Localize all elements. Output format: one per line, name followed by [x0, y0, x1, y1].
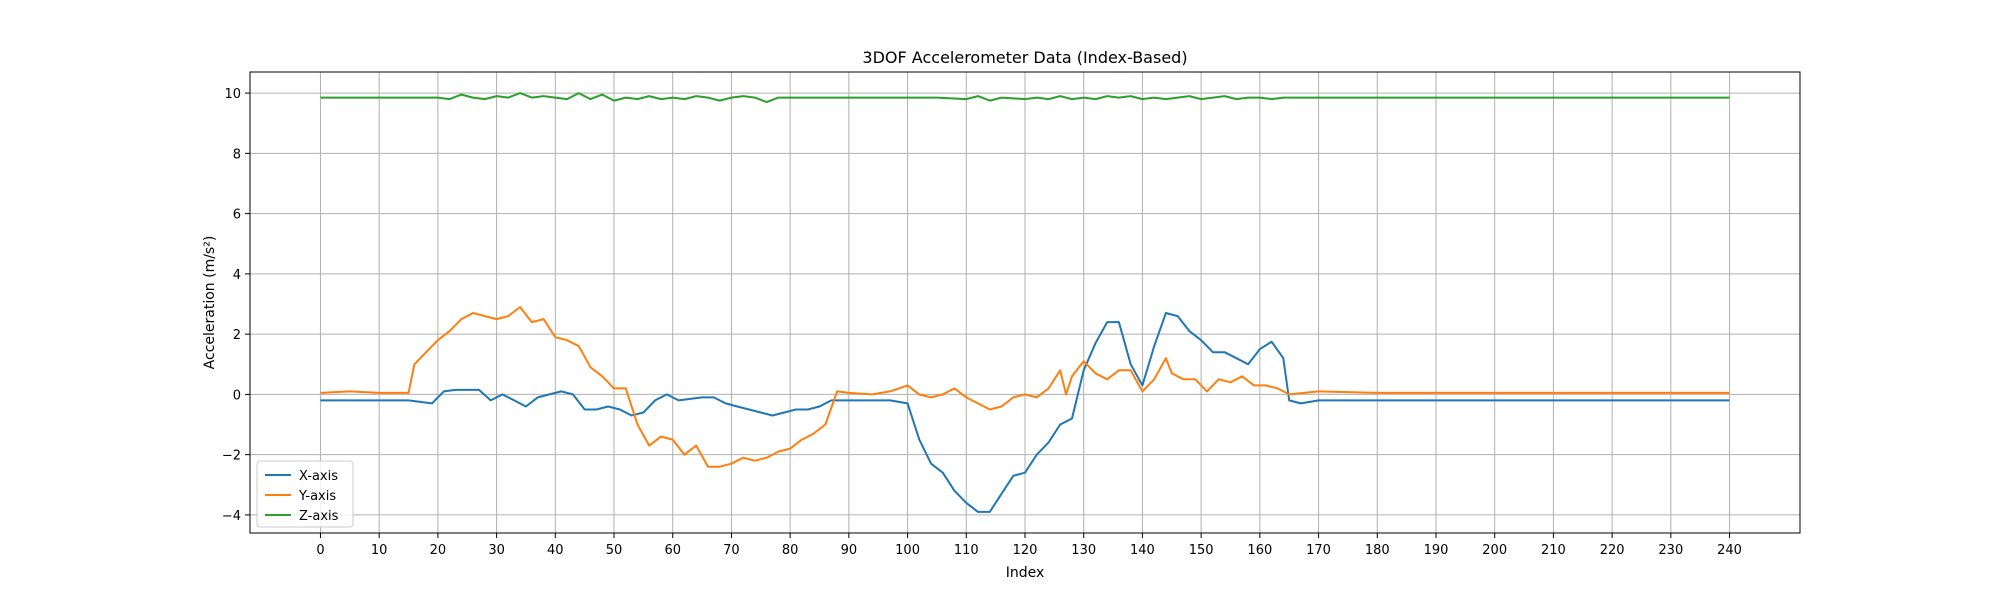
grid-layer — [250, 72, 1800, 533]
y-tick-label: −2 — [222, 449, 241, 464]
y-tick-label: 4 — [233, 268, 241, 283]
x-tick-label: 190 — [1424, 543, 1449, 558]
x-tick-label: 10 — [371, 543, 388, 558]
x-tick-label: 60 — [664, 543, 681, 558]
x-tick-label: 20 — [430, 543, 447, 558]
x-tick-label: 100 — [895, 543, 920, 558]
x-tick-label: 90 — [841, 543, 858, 558]
x-tick-label: 80 — [782, 543, 799, 558]
y-tick-label: −4 — [222, 509, 241, 524]
x-tick-label: 40 — [547, 543, 564, 558]
y-tick-label: 0 — [233, 388, 241, 403]
chart-title: 3DOF Accelerometer Data (Index-Based) — [862, 48, 1187, 67]
x-tick-label: 170 — [1306, 543, 1331, 558]
legend-entry: Z-axis — [299, 509, 339, 524]
x-tick-label: 120 — [1013, 543, 1038, 558]
x-tick-label: 210 — [1541, 543, 1566, 558]
legend-entry: X-axis — [299, 469, 338, 484]
y-tick-label: 6 — [233, 208, 241, 223]
y-tick-label: 2 — [233, 328, 241, 343]
x-tick-label: 110 — [954, 543, 979, 558]
x-tick-label: 70 — [723, 543, 740, 558]
x-tick-label: 220 — [1600, 543, 1625, 558]
x-tick-label: 240 — [1717, 543, 1742, 558]
x-tick-label: 180 — [1365, 543, 1390, 558]
x-tick-label: 50 — [606, 543, 623, 558]
x-tick-label: 0 — [316, 543, 324, 558]
tick-layer: 0 10 20 30 40 50 60 70 80 90 100 110 120 130 140 150 160… — [222, 87, 1742, 558]
x-tick-label: 130 — [1071, 543, 1096, 558]
series-layer — [320, 92, 1730, 513]
x-tick-label: 150 — [1189, 543, 1214, 558]
series-line-z-axis — [320, 92, 1730, 104]
x-tick-label: 230 — [1658, 543, 1683, 558]
y-tick-label: 8 — [233, 147, 241, 162]
x-tick-label: 160 — [1247, 543, 1272, 558]
x-tick-label: 30 — [488, 543, 505, 558]
legend: X-axis Y-axis Z-axis — [256, 460, 354, 528]
x-axis-label: Index — [1006, 565, 1045, 581]
series-line-x-axis — [320, 312, 1730, 513]
series-line-y-axis — [320, 306, 1730, 468]
legend-entry: Y-axis — [298, 489, 336, 504]
x-tick-label: 140 — [1130, 543, 1155, 558]
x-tick-label: 200 — [1482, 543, 1507, 558]
y-tick-label: 10 — [224, 87, 241, 102]
y-axis-label: Acceleration (m/s²) — [202, 236, 218, 370]
legend-box — [256, 460, 354, 528]
